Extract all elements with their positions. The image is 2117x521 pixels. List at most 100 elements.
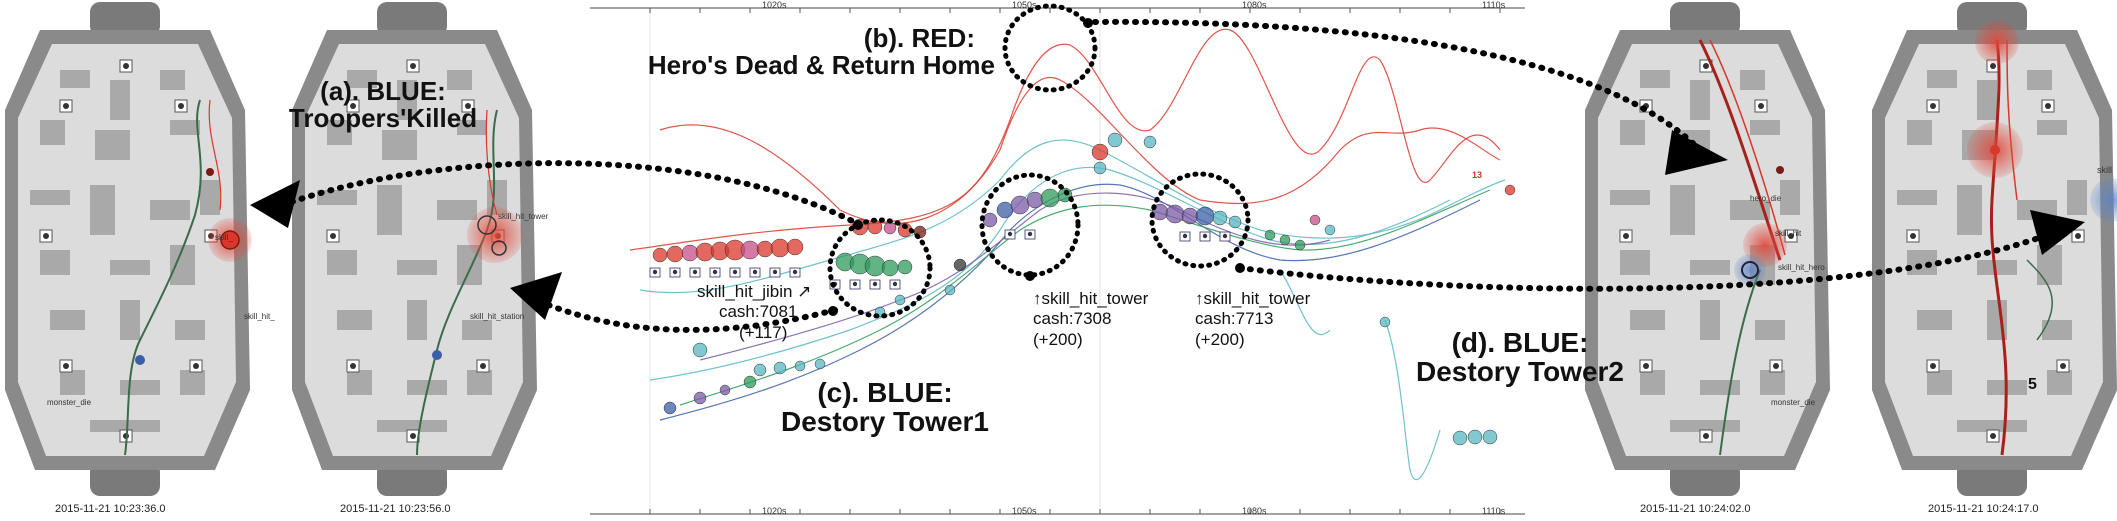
- panel1-timestamp: 2015-11-21 10:23:36.0: [55, 503, 166, 515]
- event-node-22: [1010, 195, 1030, 215]
- panel4-label-1: 5: [2028, 376, 2037, 393]
- annotation-b: (b). RED: Hero's Dead & Return Home: [565, 24, 995, 81]
- event-tower1: ↑skill_hit_tower cash:7308 (+200): [1033, 289, 1148, 350]
- event-node-0: [652, 247, 668, 263]
- circle-tower1: [979, 172, 1081, 278]
- panel4-timestamp: 2015-11-21 10:24:17.0: [1928, 503, 2039, 515]
- event-tower1-delta: (+200): [1033, 329, 1083, 349]
- arrow-endpoints: [828, 18, 1245, 316]
- event-node-18: [881, 259, 899, 277]
- annotation-a-line2: Troopers'Killed: [288, 103, 478, 134]
- tick-top-1110: 1110s: [1482, 0, 1506, 10]
- map-panel-3: [1585, 2, 1830, 496]
- event-node-28: [1181, 207, 1199, 225]
- event-node-47: [773, 361, 787, 375]
- tick-bottom-1080: 1080s: [1242, 506, 1267, 516]
- panel3-label-1: skill_hit: [1775, 229, 1802, 238]
- arrow-a: [267, 160, 863, 228]
- up-arrow-icon: ↑: [1195, 289, 1204, 308]
- event-jibin-name: skill_hit_jibin: [697, 282, 793, 301]
- event-node-54: [743, 375, 757, 389]
- annotation-d-line1: (d). BLUE:: [1451, 327, 1589, 358]
- annotation-d: (d). BLUE: Destory Tower2: [1395, 328, 1645, 387]
- event-node-46: [753, 363, 767, 377]
- curve-0: [629, 28, 1501, 251]
- circle-b: [1002, 3, 1098, 93]
- event-node-33: [1107, 132, 1123, 148]
- event-tower1-cash: cash:7308: [1033, 309, 1112, 329]
- curve-8: [1279, 269, 1331, 336]
- event-node-6: [740, 240, 760, 260]
- event-node-40: [1324, 224, 1336, 236]
- event-node-36: [1264, 229, 1276, 241]
- event-node-52: [693, 391, 707, 405]
- event-tower2-name: skill_hit_tower: [1203, 289, 1311, 308]
- event-node-24: [1040, 188, 1060, 208]
- event-node-57: [944, 284, 956, 296]
- event-node-51: [663, 401, 677, 415]
- circle-tower2: [1149, 171, 1251, 269]
- event-node-34: [1093, 161, 1107, 175]
- map-panel-2: [292, 2, 537, 496]
- annotation-arrows: [267, 18, 2058, 333]
- event-node-21: [996, 201, 1014, 219]
- event-node-44: [1504, 184, 1516, 196]
- panel1-label-2: monster_die: [47, 398, 92, 407]
- event-node-38: [1294, 239, 1306, 251]
- event-node-9: [786, 238, 804, 256]
- tick-top-1080: 1080s: [1242, 0, 1267, 10]
- mark-13: 13: [1472, 170, 1483, 180]
- curve-2: [639, 139, 1506, 294]
- panel2-label-1: skill_hit_station: [470, 312, 525, 321]
- event-node-45: [1379, 316, 1391, 328]
- event-node-31: [1228, 215, 1242, 229]
- event-node-19: [897, 259, 913, 275]
- annotation-a: (a). BLUE: Troopers'Killed: [283, 76, 483, 134]
- map-panel-1: [5, 2, 252, 496]
- event-node-53: [719, 384, 731, 396]
- annotation-a-line1: (a). BLUE:: [320, 76, 446, 106]
- event-node-41: [1452, 430, 1468, 446]
- arrow-d: [1237, 229, 2058, 292]
- annotation-b-line2: Hero's Dead & Return Home: [647, 50, 995, 81]
- event-jibin-cash: cash:7081: [718, 302, 798, 322]
- event-node-43: [1482, 429, 1498, 445]
- event-node-35: [1143, 135, 1157, 149]
- tick-bottom-1050: 1050s: [1012, 506, 1037, 516]
- circle-c: [827, 217, 933, 319]
- highlight-circles: [827, 3, 1251, 319]
- panel3-label-0: hero_die: [1750, 194, 1782, 203]
- event-node-42: [1467, 429, 1483, 445]
- arrow-c: [522, 292, 838, 333]
- arrowhead-b: [1665, 130, 1728, 175]
- event-node-50: [692, 342, 708, 358]
- curve-7: [1384, 319, 1441, 481]
- event-jibin: skill_hit_jibin ↗ cash:7081 (+117): [697, 282, 811, 343]
- annotation-c-line1: (c). BLUE:: [817, 377, 953, 408]
- curve-1: [659, 76, 1501, 224]
- event-node-12: [883, 221, 897, 235]
- arrowhead-a: [250, 180, 300, 228]
- panel1-label-1: skill_hit_: [244, 312, 275, 321]
- arrow-b: [1092, 18, 1703, 153]
- event-node-23: [1026, 191, 1044, 209]
- panel2-label-0: skill_hit_tower: [498, 212, 549, 221]
- up-arrow-icon: ↑: [1033, 289, 1042, 308]
- event-node-56: [894, 294, 906, 306]
- panel4-label-0: skill: [2097, 165, 2112, 175]
- curve-6: [699, 192, 1331, 361]
- panel3-label-3: monster_die: [1771, 398, 1816, 407]
- event-node-29: [1195, 206, 1215, 226]
- event-node-20: [982, 212, 998, 228]
- event-node-58: [953, 258, 967, 272]
- event-node-32: [1091, 143, 1109, 161]
- event-jibin-delta: (+117): [739, 322, 788, 342]
- tick-bottom-1110: 1110s: [1482, 506, 1506, 516]
- tick-bottom-1020: 1020s: [762, 506, 787, 516]
- event-tower1-name: skill_hit_tower: [1041, 289, 1149, 308]
- tick-top-1050: 1050s: [1012, 0, 1037, 10]
- event-tower2-cash: cash:7713: [1195, 309, 1274, 329]
- event-node-48: [794, 360, 806, 372]
- event-node-1: [666, 245, 684, 263]
- event-node-49: [814, 358, 826, 370]
